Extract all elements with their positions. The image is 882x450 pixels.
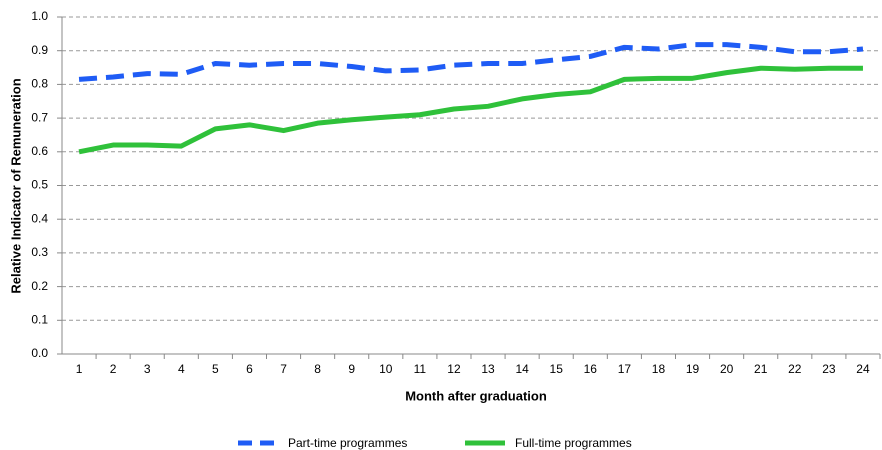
x-tick-label: 12 bbox=[447, 362, 461, 376]
y-tick-label: 0.4 bbox=[31, 211, 48, 225]
x-tick-label: 1 bbox=[76, 362, 83, 376]
x-tick-label: 13 bbox=[481, 362, 495, 376]
x-axis-title: Month after graduation bbox=[405, 388, 547, 403]
y-axis-title: Relative Indicator of Remuneration bbox=[8, 78, 23, 293]
x-tick-label: 6 bbox=[246, 362, 253, 376]
x-tick-label: 19 bbox=[686, 362, 700, 376]
x-tick-label: 22 bbox=[788, 362, 802, 376]
x-tick-label: 16 bbox=[584, 362, 598, 376]
x-tick-label: 14 bbox=[515, 362, 529, 376]
y-tick-label: 0.5 bbox=[31, 178, 48, 192]
y-tick-label: 0.3 bbox=[31, 245, 48, 259]
x-tick-label: 9 bbox=[348, 362, 355, 376]
x-tick-label: 17 bbox=[618, 362, 632, 376]
y-tick-label: 0.9 bbox=[31, 43, 48, 57]
x-tick-label: 3 bbox=[144, 362, 151, 376]
x-tick-label: 11 bbox=[414, 362, 427, 376]
x-tick-label: 24 bbox=[856, 362, 870, 376]
y-tick-label: 0.0 bbox=[31, 346, 48, 360]
x-tick-label: 15 bbox=[550, 362, 564, 376]
x-tick-label: 7 bbox=[280, 362, 287, 376]
x-tick-label: 18 bbox=[652, 362, 666, 376]
series-line bbox=[78, 65, 863, 155]
y-tick-label: 0.1 bbox=[31, 312, 48, 326]
y-tick-label: 0.7 bbox=[31, 110, 48, 124]
y-tick-label: 0.6 bbox=[31, 144, 48, 158]
y-tick-label: 0.2 bbox=[31, 279, 48, 293]
legend-label: Full-time programmes bbox=[515, 436, 632, 450]
x-tick-label: 4 bbox=[178, 362, 185, 376]
y-tick-label: 1.0 bbox=[31, 9, 48, 23]
legend-label: Part-time programmes bbox=[288, 436, 407, 450]
series-line bbox=[78, 42, 864, 82]
x-tick-label: 23 bbox=[822, 362, 836, 376]
x-tick-label: 21 bbox=[754, 362, 768, 376]
x-tick-label: 20 bbox=[720, 362, 734, 376]
x-tick-label: 5 bbox=[212, 362, 219, 376]
x-tick-label: 10 bbox=[379, 362, 393, 376]
y-tick-label: 0.8 bbox=[31, 77, 48, 91]
x-tick-label: 2 bbox=[110, 362, 117, 376]
x-tick-label: 8 bbox=[314, 362, 321, 376]
